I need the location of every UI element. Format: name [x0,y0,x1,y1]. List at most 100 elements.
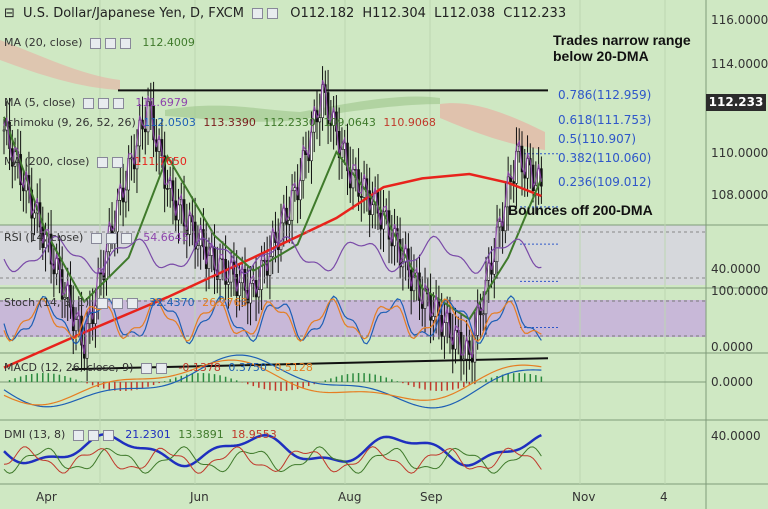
close-icon[interactable] [102,430,114,441]
eye-icon[interactable] [96,298,108,309]
x-tick: Nov [572,490,596,504]
stoch-k-value: 32.4370 [149,296,195,309]
ohlc-open: O112.182 [290,6,355,21]
candle-body [257,289,261,298]
macd-signal-value: 0.5128 [274,361,313,374]
eye-icon[interactable] [96,157,108,168]
macd-hist-value: -0.1378 [178,361,221,374]
dmi-minus-line [3,446,542,474]
candle-body [318,117,322,123]
eye-icon[interactable] [72,430,84,441]
candle-body [207,255,211,269]
gear-icon[interactable] [111,298,123,309]
symbol-title: U.S. Dollar/Japanese Yen, D, FXCM [23,6,244,21]
ichimoku-v2: 113.3390 [203,116,256,129]
candle-body [371,204,374,215]
ichimoku-v1: 112.0503 [143,116,196,129]
ichimoku-legend[interactable]: Ichimoku (9, 26, 52, 26) 112.0503 113.33… [4,116,440,129]
macd-line-value: 0.3750 [228,361,267,374]
candle-body [157,139,161,152]
range-annotation: Trades narrow range below 20-DMA [553,32,691,64]
gear-icon[interactable] [105,233,117,244]
candle-body [432,316,435,321]
gear-icon[interactable] [111,157,123,168]
fib-label-05: 0.5(110.907) [558,132,637,146]
candle-body [63,297,67,300]
candle-body [196,245,200,250]
macd-label: MACD (12, 26, close, 9) [4,361,134,374]
ichimoku-v5: 110.9068 [383,116,436,129]
price-tick: 114.0000 [711,57,768,71]
dmi-legend[interactable]: DMI (13, 8) 21.2301 13.3891 18.9553 [4,428,281,442]
gear-icon[interactable] [87,430,99,441]
ichimoku-label: Ichimoku (9, 26, 52, 26) [4,116,136,129]
candle-body [166,188,169,190]
dmi-minus-value: 18.9553 [231,428,277,441]
range-annotation-line2: below 20-DMA [553,48,649,64]
fib-label-0236: 0.236(109.012) [558,175,652,189]
ma5-value: 111.6979 [135,96,188,109]
ma20-legend[interactable]: MA (20, close) 112.4009 [4,36,199,50]
close-icon[interactable] [112,98,124,109]
stoch-tick: 100.0000 [711,284,768,298]
eye-icon[interactable] [90,233,102,244]
eye-icon[interactable] [140,363,152,374]
candle-body [119,187,122,201]
candle-body [94,305,97,324]
chart-header: ⊟ U.S. Dollar/Japanese Yen, D, FXCM O112… [4,6,570,21]
gear-icon[interactable] [155,363,167,374]
candle-body [143,128,147,133]
gear-icon[interactable] [267,8,279,19]
candle-body [238,282,241,297]
ichimoku-cloud [165,96,440,122]
candle-body [462,358,466,361]
dmi-tick: 40.0000 [711,429,761,443]
ma20-line [3,116,543,321]
rsi-legend[interactable]: RSI (14, close) 54.6645 [4,231,193,245]
candle-body [412,276,416,292]
bounce-annotation: Bounces off 200-DMA [508,202,653,218]
candle-body [492,261,496,275]
eye-icon[interactable] [89,38,101,49]
eye-icon[interactable] [252,8,264,19]
ma200-legend[interactable]: MA (200, close) 111.7650 [4,155,191,169]
candle-body [2,129,6,132]
ohlc-close: C112.233 [503,6,567,21]
candle-body [88,312,92,324]
candle-body [360,196,363,198]
rsi-value: 54.6645 [143,231,189,244]
ma5-legend[interactable]: MA (5, close) 111.6979 [4,96,192,110]
price-tick: 108.0000 [711,188,768,202]
candle-body [498,221,502,228]
ma5-line [3,80,543,358]
price-tick: 110.0000 [711,146,768,160]
stoch-d-line [3,297,542,343]
stoch-legend[interactable]: Stoch (14, 3, 1) 32.4370 26.2763 [4,296,252,310]
macd-tick: 0.0000 [711,375,753,389]
candle-body [124,189,128,203]
candle-body [465,340,468,360]
close-icon[interactable] [126,298,138,309]
fib-label-0382: 0.382(110.060) [558,151,652,165]
ma200-value: 111.7650 [134,155,187,168]
gear-icon[interactable] [97,98,109,109]
dmi-plus-value: 13.3891 [178,428,224,441]
close-icon[interactable] [119,38,131,49]
candle-body [55,257,58,275]
x-tick: Apr [36,490,57,504]
ma200-label: MA (200, close) [4,155,90,168]
close-icon[interactable] [120,233,132,244]
gear-icon[interactable] [104,38,116,49]
ichimoku-cloud [440,103,545,150]
candle-body [329,123,333,126]
eye-icon[interactable] [82,98,94,109]
ohlc-high: H112.304 [362,6,426,21]
macd-legend[interactable]: MACD (12, 26, close, 9) -0.1378 0.3750 0… [4,361,317,375]
chevron-up-icon[interactable]: ⊟ [4,6,15,21]
ohlc-low: L112.038 [434,6,496,21]
fib-label-0786: 0.786(112.959) [558,88,652,102]
macd-signal-line [3,359,542,406]
x-tick: Aug [338,490,362,504]
ichimoku-cloud [0,40,120,90]
